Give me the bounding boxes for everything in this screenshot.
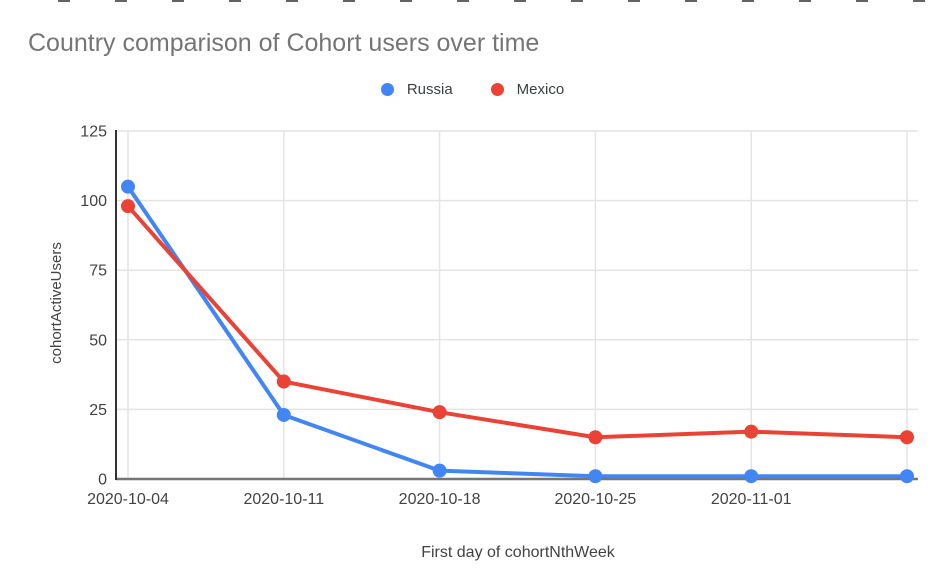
y-tick-label: 100 <box>80 193 107 210</box>
legend-item-mexico[interactable]: Mexico <box>490 80 565 98</box>
x-tick-label: 2020-10-04 <box>87 491 169 508</box>
chart-title: Country comparison of Cohort users over … <box>28 29 540 57</box>
chart-legend: Russia Mexico <box>0 76 945 102</box>
y-tick-label: 75 <box>89 263 107 280</box>
data-point-russia <box>588 469 603 484</box>
y-tick-label: 25 <box>89 402 107 419</box>
data-point-mexico <box>900 430 914 445</box>
data-point-russia <box>900 469 914 484</box>
x-tick-label: 2020-11-01 <box>711 491 792 508</box>
y-tick-label: 125 <box>80 124 107 141</box>
data-point-mexico <box>744 424 759 439</box>
legend-item-russia[interactable]: Russia <box>380 80 453 98</box>
data-point-mexico <box>432 405 447 420</box>
x-axis-title: First day of cohortNthWeek <box>421 544 615 561</box>
data-point-russia <box>121 179 135 194</box>
data-point-mexico <box>276 374 291 389</box>
legend-dot-russia <box>380 82 394 96</box>
legend-label-russia: Russia <box>406 80 453 98</box>
legend-dot-mexico <box>490 82 504 96</box>
data-point-russia <box>432 463 447 478</box>
series-line-russia <box>126 185 907 479</box>
x-tick-label: 2020-10-18 <box>399 491 481 508</box>
y-tick-label: 50 <box>89 332 107 349</box>
data-point-russia <box>276 407 291 422</box>
series-line-mexico <box>126 204 908 440</box>
y-tick-label: 0 <box>98 472 107 489</box>
data-point-mexico <box>588 430 603 445</box>
x-tick-label: 2020-10-25 <box>554 491 636 508</box>
legend-label-mexico: Mexico <box>516 80 565 98</box>
cropped-top-text-artifact <box>58 0 930 2</box>
x-tick-label: 2020-10-11 <box>243 491 324 508</box>
data-point-mexico <box>121 199 135 214</box>
data-point-russia <box>744 469 759 484</box>
